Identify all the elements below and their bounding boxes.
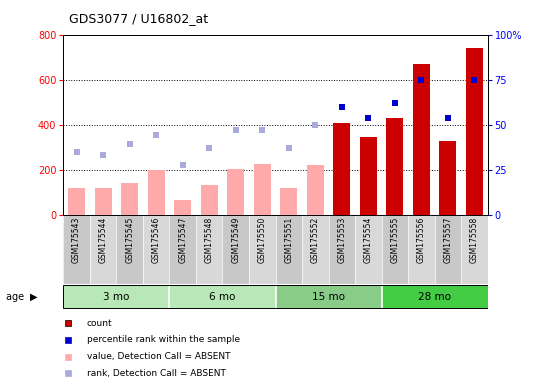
- Bar: [408, 215, 435, 284]
- Bar: [461, 215, 488, 284]
- Bar: [386, 118, 403, 215]
- Text: GSM175543: GSM175543: [72, 217, 81, 263]
- Bar: [170, 285, 276, 308]
- Bar: [381, 215, 408, 284]
- Bar: [170, 215, 196, 284]
- Bar: [201, 185, 218, 215]
- Text: GSM175551: GSM175551: [284, 217, 293, 263]
- Bar: [307, 166, 324, 215]
- Bar: [63, 215, 90, 284]
- Bar: [466, 48, 483, 215]
- Bar: [121, 184, 138, 215]
- Text: GSM175558: GSM175558: [470, 217, 479, 263]
- Bar: [328, 215, 355, 284]
- Bar: [413, 64, 430, 215]
- Text: value, Detection Call = ABSENT: value, Detection Call = ABSENT: [87, 352, 230, 361]
- Bar: [276, 215, 302, 284]
- Bar: [276, 285, 381, 308]
- Text: GSM175554: GSM175554: [364, 217, 373, 263]
- Text: GSM175544: GSM175544: [99, 217, 107, 263]
- Bar: [63, 285, 170, 308]
- Bar: [174, 200, 191, 215]
- Text: rank, Detection Call = ABSENT: rank, Detection Call = ABSENT: [87, 369, 225, 378]
- Bar: [196, 215, 223, 284]
- Text: GSM175548: GSM175548: [205, 217, 214, 263]
- Bar: [253, 164, 271, 215]
- Text: GSM175546: GSM175546: [152, 217, 161, 263]
- Text: GSM175556: GSM175556: [417, 217, 426, 263]
- Bar: [435, 215, 461, 284]
- Text: GDS3077 / U16802_at: GDS3077 / U16802_at: [69, 12, 208, 25]
- Text: 15 mo: 15 mo: [312, 291, 345, 302]
- Text: percentile rank within the sample: percentile rank within the sample: [87, 335, 240, 344]
- Text: GSM175545: GSM175545: [125, 217, 134, 263]
- Bar: [223, 215, 249, 284]
- Bar: [381, 285, 488, 308]
- Bar: [90, 215, 116, 284]
- Text: 6 mo: 6 mo: [209, 291, 236, 302]
- Text: count: count: [87, 319, 112, 328]
- Bar: [68, 188, 85, 215]
- Bar: [249, 215, 276, 284]
- Text: 3 mo: 3 mo: [103, 291, 129, 302]
- Text: GSM175547: GSM175547: [178, 217, 187, 263]
- Bar: [302, 215, 328, 284]
- Text: GSM175553: GSM175553: [337, 217, 346, 263]
- Bar: [355, 215, 381, 284]
- Text: GSM175549: GSM175549: [231, 217, 240, 263]
- Bar: [95, 188, 112, 215]
- Bar: [143, 215, 169, 284]
- Text: 28 mo: 28 mo: [418, 291, 451, 302]
- Text: GSM175550: GSM175550: [258, 217, 267, 263]
- Text: GSM175552: GSM175552: [311, 217, 320, 263]
- Bar: [148, 170, 165, 215]
- Text: GSM175557: GSM175557: [444, 217, 452, 263]
- Text: ▶: ▶: [30, 291, 38, 302]
- Text: GSM175555: GSM175555: [390, 217, 399, 263]
- Text: age: age: [6, 291, 27, 302]
- Bar: [116, 215, 143, 284]
- Bar: [227, 169, 244, 215]
- Bar: [439, 141, 456, 215]
- Bar: [280, 188, 298, 215]
- Bar: [360, 137, 377, 215]
- Bar: [333, 122, 350, 215]
